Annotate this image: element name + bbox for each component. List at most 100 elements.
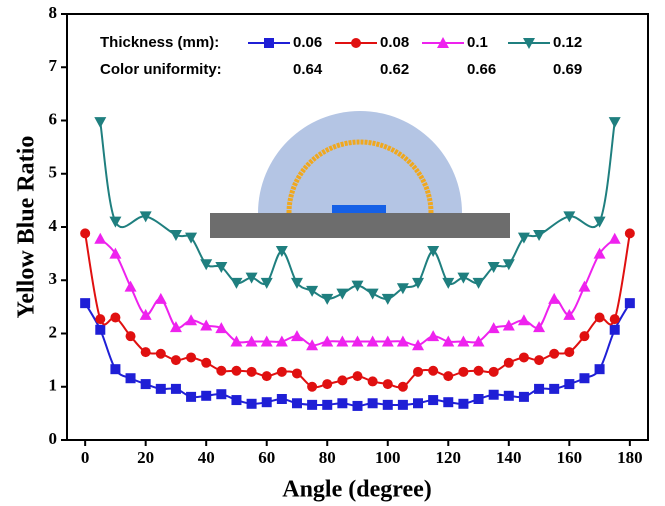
marker — [231, 395, 242, 406]
marker — [337, 375, 348, 386]
marker — [321, 335, 334, 347]
marker — [458, 366, 469, 377]
marker — [534, 355, 545, 366]
inset-diagram — [210, 111, 510, 238]
marker — [549, 348, 560, 359]
marker — [291, 368, 302, 379]
y-tick-label: 1 — [49, 376, 58, 395]
legend-marker — [437, 37, 449, 48]
marker — [427, 330, 440, 342]
marker — [351, 280, 364, 292]
x-tick-label: 40 — [198, 448, 215, 467]
marker — [503, 390, 514, 401]
uniformity-value: 0.62 — [380, 61, 409, 78]
marker — [170, 383, 181, 394]
marker — [291, 398, 302, 409]
marker — [458, 398, 469, 409]
marker — [321, 293, 334, 305]
marker — [396, 335, 409, 347]
x-tick-label: 60 — [258, 448, 275, 467]
uniformity-label: Color uniformity: — [100, 61, 222, 78]
marker — [548, 292, 561, 304]
marker — [457, 335, 470, 347]
marker — [306, 285, 319, 297]
marker — [443, 371, 454, 382]
phosphor-layer — [286, 139, 434, 214]
marker — [579, 373, 590, 384]
marker — [624, 228, 635, 239]
marker — [593, 216, 606, 228]
marker — [275, 245, 288, 257]
marker — [245, 272, 258, 284]
marker — [608, 117, 621, 129]
marker — [140, 347, 151, 358]
marker — [397, 381, 408, 392]
marker — [337, 398, 348, 409]
marker — [428, 365, 439, 376]
y-axis-label: Yellow Blue Ratio — [14, 136, 40, 319]
y-tick-label: 6 — [49, 109, 58, 128]
marker — [216, 365, 227, 376]
marker — [367, 398, 378, 409]
marker — [245, 335, 258, 347]
y-tick-label: 5 — [49, 163, 58, 182]
marker — [110, 312, 121, 323]
legend-marker — [523, 38, 535, 49]
marker — [307, 381, 318, 392]
marker — [381, 335, 394, 347]
marker — [216, 389, 227, 400]
marker — [276, 366, 287, 377]
marker — [110, 364, 121, 375]
marker — [564, 347, 575, 358]
marker — [155, 383, 166, 394]
marker — [290, 277, 303, 289]
substrate — [210, 213, 510, 238]
x-tick-label: 160 — [557, 448, 583, 467]
marker — [413, 366, 424, 377]
marker — [170, 355, 181, 366]
uniformity-value: 0.66 — [467, 61, 496, 78]
marker — [428, 395, 439, 406]
marker — [594, 364, 605, 375]
marker — [94, 232, 107, 244]
legend-label: 0.12 — [553, 34, 582, 51]
marker — [488, 366, 499, 377]
legend-marker — [351, 38, 361, 48]
marker — [95, 314, 106, 325]
marker — [487, 261, 500, 273]
marker — [563, 308, 576, 320]
marker — [109, 247, 122, 259]
marker — [503, 357, 514, 368]
x-tick-label: 100 — [375, 448, 401, 467]
marker — [80, 298, 91, 309]
marker — [215, 322, 228, 334]
marker — [169, 229, 182, 241]
marker — [579, 331, 590, 342]
marker — [307, 399, 318, 410]
marker — [95, 324, 106, 335]
marker — [352, 400, 363, 411]
marker — [201, 390, 212, 401]
marker — [109, 216, 122, 228]
marker — [124, 280, 137, 292]
x-tick-label: 120 — [436, 448, 462, 467]
marker — [139, 211, 152, 223]
marker — [246, 398, 257, 409]
marker — [517, 314, 530, 326]
marker — [200, 259, 213, 271]
marker — [290, 330, 303, 342]
y-tick-label: 2 — [49, 322, 58, 341]
marker — [125, 373, 136, 384]
marker — [336, 335, 349, 347]
marker — [624, 298, 635, 309]
marker — [185, 314, 198, 326]
marker — [351, 335, 364, 347]
marker — [230, 335, 243, 347]
marker — [336, 288, 349, 300]
marker — [246, 366, 257, 377]
marker — [578, 280, 591, 292]
marker — [563, 211, 576, 223]
marker — [381, 293, 394, 305]
marker — [366, 288, 379, 300]
